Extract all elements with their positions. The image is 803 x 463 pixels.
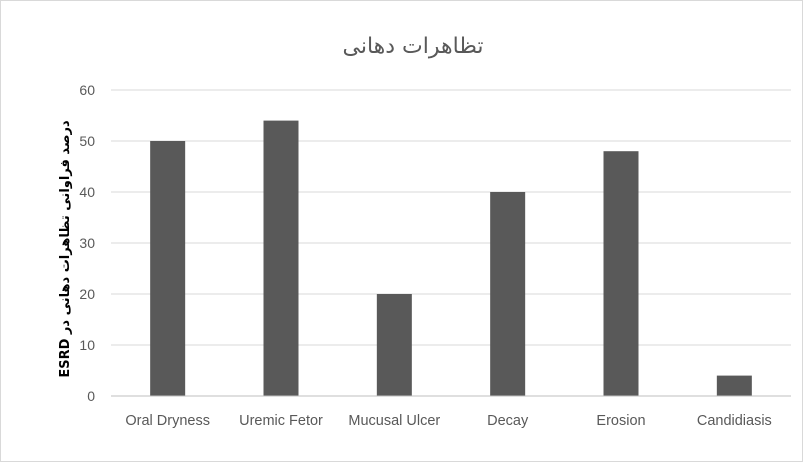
x-category-label: Erosion [596, 413, 645, 429]
x-axis-categories: Oral Dryness Uremic Fetor Mucusal Ulcer Dec… [125, 413, 771, 429]
y-tick-label: 0 [87, 388, 95, 404]
x-category-label: Decay [487, 413, 529, 429]
gridlines [111, 89, 791, 346]
x-category-label: Mucusal Ulcer [348, 413, 440, 429]
y-tick-label: 50 [79, 133, 95, 149]
bar-decay [490, 192, 526, 396]
y-axis-label: درصد فراوانی تظاهرات دهانی در ESRD [58, 120, 73, 378]
y-tick-label: 40 [79, 184, 95, 200]
bar-uremic-fetor [263, 120, 299, 396]
y-tick-label: 10 [79, 337, 95, 353]
x-category-label: Oral Dryness [125, 413, 210, 429]
y-tick-label: 60 [79, 82, 95, 98]
y-tick-label: 30 [79, 235, 95, 251]
bar-oral-dryness [150, 141, 186, 396]
bar-mucusal-ulcer [376, 294, 412, 396]
bars [150, 120, 752, 396]
y-tick-label: 20 [79, 286, 95, 302]
bar-candidiasis [716, 375, 752, 396]
y-axis-ticks: 0 10 20 30 40 50 60 [79, 82, 95, 404]
x-category-label: Uremic Fetor [239, 413, 323, 429]
chart-title: تظاهرات دهانی [343, 34, 484, 59]
bar-erosion [603, 151, 639, 396]
x-category-label: Candidiasis [697, 413, 772, 429]
